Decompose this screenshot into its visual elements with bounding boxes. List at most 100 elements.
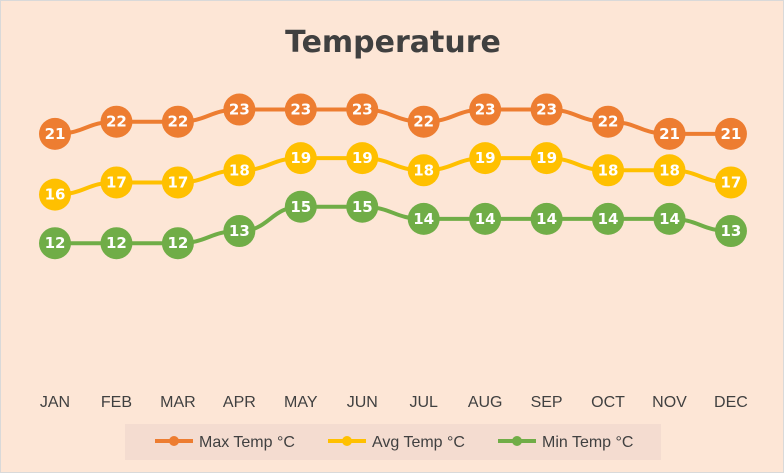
data-point [469,93,502,126]
legend-marker [342,436,352,446]
data-label: 12 [45,234,66,252]
legend-item: Min Temp °C [498,434,633,451]
data-point [39,178,71,211]
data-label: 15 [352,198,373,216]
data-label: 17 [721,173,742,191]
x-tick-label: JAN [40,394,70,411]
series-line [53,107,733,136]
legend-label: Max Temp °C [199,434,295,451]
data-point [530,93,563,126]
data-label: 21 [45,125,66,143]
data-label: 23 [290,101,311,119]
series-line [53,204,733,246]
data-label: 12 [167,234,188,252]
data-point [100,227,133,260]
data-point [407,154,440,187]
series-2: 12 12 12 13 15 15 14 14 14 14 14 13 [39,190,747,260]
data-label: 13 [721,222,742,240]
data-point [100,105,133,138]
data-point [223,154,256,187]
x-tick-label: AUG [468,394,503,411]
data-label: 22 [167,113,188,131]
x-tick-label: MAR [160,394,196,411]
data-point [592,154,625,187]
series-line [53,156,733,197]
data-point [284,142,317,175]
x-tick-label: JUN [347,394,378,411]
data-label: 14 [659,210,680,228]
data-label: 17 [167,173,188,191]
data-point [39,227,71,260]
data-label: 21 [721,125,742,143]
data-label: 22 [413,113,434,131]
x-tick-label: SEP [531,394,563,411]
data-point [653,202,686,235]
data-label: 14 [475,210,496,228]
data-label: 21 [659,125,680,143]
data-point [714,166,747,199]
x-tick-label: APR [223,394,256,411]
legend-item: Avg Temp °C [328,434,465,451]
legend-item: Max Temp °C [155,434,295,451]
data-label: 13 [229,222,250,240]
series-1: 16 17 17 18 19 19 18 19 19 18 18 17 [39,142,747,211]
data-label: 19 [475,149,496,167]
data-point [714,117,747,150]
data-point [39,117,71,150]
data-point [346,142,379,175]
data-point [653,154,686,187]
data-point [469,202,502,235]
data-point [284,190,317,223]
plot-area: 21 22 22 23 23 23 22 23 23 22 21 21 16 17 17 18 19 19 18 19… [39,93,747,260]
data-label: 15 [290,198,311,216]
data-label: 23 [475,101,496,119]
data-point [161,105,194,138]
data-label: 23 [352,101,373,119]
data-label: 19 [290,149,311,167]
chart-title: Temperature [285,25,501,60]
x-tick-label: MAY [284,394,318,411]
data-label: 18 [659,161,680,179]
data-point [407,105,440,138]
data-label: 14 [598,210,619,228]
legend-label: Avg Temp °C [372,434,465,451]
data-point [469,142,502,175]
data-point [592,202,625,235]
data-label: 14 [536,210,557,228]
x-tick-label: NOV [652,394,687,411]
data-label: 14 [413,210,434,228]
data-point [161,166,194,199]
data-point [161,227,194,260]
x-axis: JAN FEB MAR APR MAY JUN JUL AUG SEP OCT NOV DEC [40,394,748,411]
x-tick-label: FEB [101,394,132,411]
data-label: 18 [598,161,619,179]
data-label: 23 [229,101,250,119]
x-tick-label: JUL [409,394,438,411]
legend-box [125,424,661,460]
x-tick-label: DEC [714,394,748,411]
data-label: 12 [106,234,127,252]
legend: Max Temp °C Avg Temp °C Min Temp °C [125,424,661,460]
data-label: 23 [536,101,557,119]
series-0: 21 22 22 23 23 23 22 23 23 22 21 21 [39,93,747,150]
data-point [223,215,256,248]
x-tick-label: OCT [591,394,625,411]
data-label: 22 [598,113,619,131]
legend-marker [512,436,522,446]
data-point [714,215,747,248]
data-label: 17 [106,173,127,191]
data-point [284,93,317,126]
data-label: 19 [352,149,373,167]
data-point [346,93,379,126]
data-label: 22 [106,113,127,131]
data-label: 16 [45,186,66,204]
data-point [530,142,563,175]
data-point [346,190,379,223]
data-point [223,93,256,126]
data-label: 18 [229,161,250,179]
data-label: 18 [413,161,434,179]
data-point [100,166,133,199]
data-point [407,202,440,235]
